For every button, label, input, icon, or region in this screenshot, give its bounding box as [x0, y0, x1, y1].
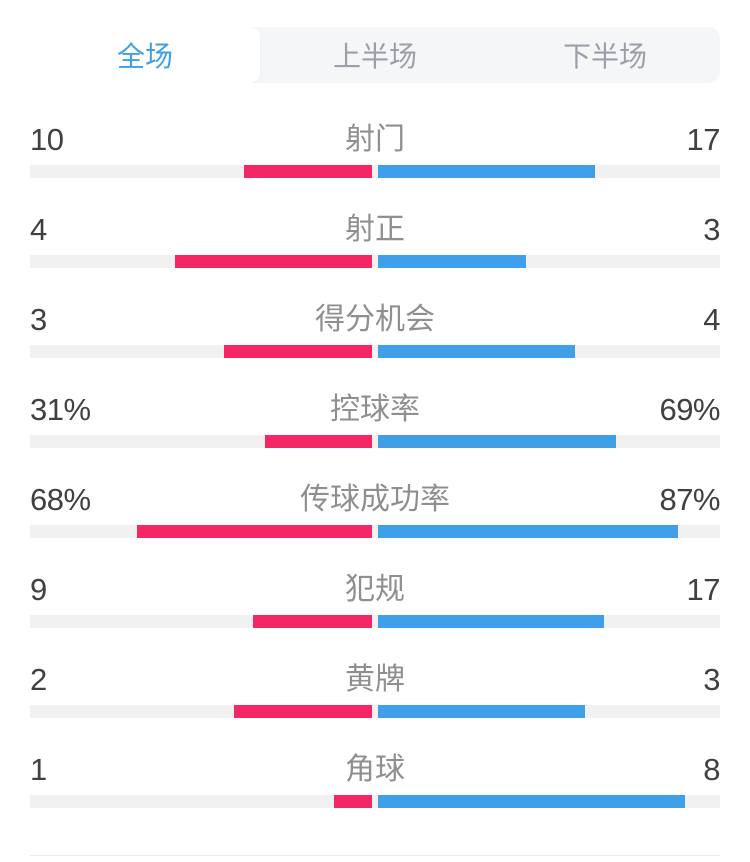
- stat-bar-track: [30, 615, 720, 628]
- stat-bar-right: [378, 435, 616, 448]
- stat-bar-left: [137, 525, 372, 538]
- stat-bar-track: [30, 795, 720, 808]
- stat-row: 9 犯规 17: [0, 566, 750, 656]
- stat-right-value: 3: [703, 662, 720, 697]
- stat-right-value: 17: [686, 122, 721, 157]
- stat-row: 4 射正 3: [0, 206, 750, 296]
- stat-text-line: 68% 传球成功率 87%: [30, 484, 720, 516]
- stats-list: 10 射门 17 4 射正 3 3 得分机会 4: [0, 116, 750, 836]
- stat-text-line: 10 射门 17: [30, 122, 721, 157]
- stat-row: 1 角球 8: [0, 746, 750, 836]
- stat-bar-right: [378, 705, 585, 718]
- stat-bar-left: [234, 705, 372, 718]
- tab-full-match[interactable]: 全场: [30, 27, 260, 83]
- stat-right-value: 17: [686, 572, 721, 607]
- stat-bar-left: [253, 615, 372, 628]
- stat-text-line: 2 黄牌 3: [30, 664, 720, 696]
- stat-left-value: 4: [30, 212, 47, 247]
- stat-bar-left: [224, 345, 372, 358]
- stat-bar-track: [30, 255, 720, 268]
- stat-bar-track: [30, 525, 720, 538]
- stat-left-value: 68%: [30, 482, 91, 517]
- tab-second-half[interactable]: 下半场: [562, 41, 647, 72]
- stat-right-value: 8: [703, 752, 720, 787]
- tab-first-half[interactable]: 上半场: [332, 41, 417, 72]
- stat-bar-right: [378, 345, 575, 358]
- stat-text-line: 9 犯规 17: [30, 572, 721, 607]
- stat-text-line: 4 射正 3: [30, 214, 720, 246]
- stat-bar-left: [175, 255, 372, 268]
- stat-label: 射门: [345, 123, 405, 156]
- stat-bar-right: [378, 165, 595, 178]
- stat-right-value: 87%: [659, 482, 720, 517]
- stat-label: 犯规: [345, 573, 405, 606]
- stat-bar-track: [30, 345, 720, 358]
- stat-text-line: 1 角球 8: [30, 754, 720, 786]
- stat-label: 传球成功率: [300, 483, 450, 516]
- stat-bar-right: [378, 795, 685, 808]
- stat-row: 10 射门 17: [0, 116, 750, 206]
- stat-row: 2 黄牌 3: [0, 656, 750, 746]
- stat-left-value: 10: [30, 122, 64, 157]
- stat-text-line: 31% 控球率 69%: [30, 394, 720, 426]
- stat-row: 68% 传球成功率 87%: [0, 476, 750, 566]
- stat-bar-left: [244, 165, 372, 178]
- stat-bar-right: [378, 615, 604, 628]
- stat-left-value: 1: [30, 752, 47, 787]
- stat-bar-left: [265, 435, 372, 448]
- stat-left-value: 31%: [30, 392, 91, 427]
- stat-left-value: 3: [30, 302, 47, 337]
- stat-bar-right: [378, 525, 678, 538]
- stat-left-value: 9: [30, 572, 47, 607]
- stat-row: 3 得分机会 4: [0, 296, 750, 386]
- stat-label: 得分机会: [315, 303, 435, 336]
- stat-right-value: 4: [703, 302, 720, 337]
- stat-right-value: 69%: [659, 392, 720, 427]
- stat-label: 射正: [345, 213, 405, 246]
- stat-bar-track: [30, 705, 720, 718]
- stat-label: 角球: [345, 753, 405, 786]
- stat-text-line: 3 得分机会 4: [30, 304, 720, 336]
- stat-bar-right: [378, 255, 526, 268]
- stat-row: 31% 控球率 69%: [0, 386, 750, 476]
- stat-bar-track: [30, 165, 720, 178]
- stat-label: 控球率: [330, 393, 420, 426]
- period-tabs: 全场 上半场 下半场: [30, 27, 720, 83]
- stat-right-value: 3: [703, 212, 720, 247]
- stat-label: 黄牌: [345, 663, 405, 696]
- bottom-divider: [30, 855, 720, 856]
- stat-bar-track: [30, 435, 720, 448]
- stat-bar-left: [334, 795, 372, 808]
- stat-left-value: 2: [30, 662, 47, 697]
